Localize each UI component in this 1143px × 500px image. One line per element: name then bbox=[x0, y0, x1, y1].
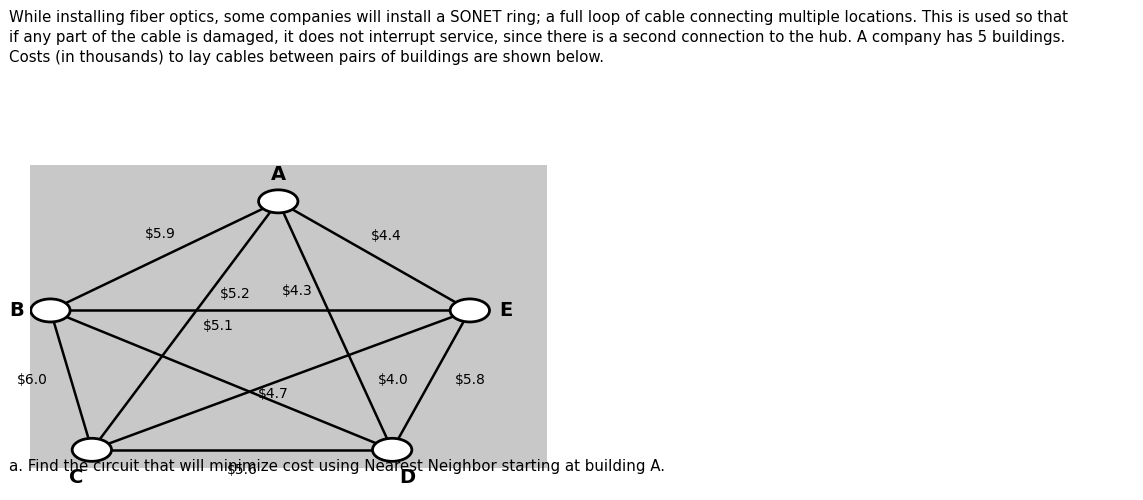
Text: $4.3: $4.3 bbox=[282, 284, 313, 298]
Text: A: A bbox=[271, 164, 286, 184]
Text: $5.9: $5.9 bbox=[145, 226, 176, 240]
Text: $4.4: $4.4 bbox=[370, 229, 401, 243]
Text: B: B bbox=[9, 301, 24, 320]
Circle shape bbox=[31, 299, 70, 322]
Text: E: E bbox=[499, 301, 513, 320]
Text: $4.7: $4.7 bbox=[257, 387, 288, 401]
Circle shape bbox=[72, 438, 112, 462]
Text: D: D bbox=[400, 468, 416, 486]
Text: $5.1: $5.1 bbox=[203, 318, 234, 332]
Text: While installing fiber optics, some companies will install a SONET ring; a full : While installing fiber optics, some comp… bbox=[9, 10, 1069, 64]
Text: $5.8: $5.8 bbox=[455, 373, 486, 387]
Text: $4.0: $4.0 bbox=[378, 373, 408, 387]
Text: $5.6: $5.6 bbox=[226, 462, 257, 476]
Text: $5.2: $5.2 bbox=[219, 287, 250, 301]
Circle shape bbox=[258, 190, 298, 213]
Text: $6.0: $6.0 bbox=[17, 373, 48, 387]
Text: a. Find the circuit that will minimize cost using Nearest Neighbor starting at b: a. Find the circuit that will minimize c… bbox=[9, 459, 665, 474]
Text: C: C bbox=[69, 468, 83, 486]
Circle shape bbox=[373, 438, 411, 462]
Circle shape bbox=[450, 299, 489, 322]
